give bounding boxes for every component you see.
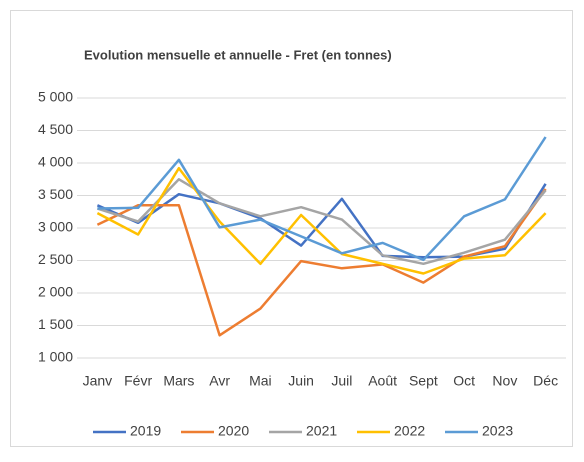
legend-label: 2022 (394, 423, 425, 439)
x-tick-label: Mars (163, 373, 194, 389)
y-tick-label: 4 500 (38, 121, 73, 137)
x-tick-label: Janv (83, 373, 113, 389)
chart-title: Evolution mensuelle et annuelle - Fret (… (84, 47, 392, 62)
x-tick-label: Nov (492, 373, 517, 389)
y-tick-label: 3 500 (38, 186, 73, 202)
series-line (97, 178, 547, 266)
legend-label: 2023 (482, 423, 513, 439)
x-tick-label: Mai (249, 373, 272, 389)
y-tick-label: 2 500 (38, 251, 73, 267)
legend-label: 2020 (218, 423, 249, 439)
y-tick-label: 5 000 (38, 89, 73, 105)
series-line (96, 188, 547, 337)
legend-label: 2021 (306, 423, 337, 439)
x-tick-label: Févr (124, 373, 152, 389)
y-tick-label: 1 000 (38, 349, 73, 365)
x-tick-label: Oct (453, 373, 475, 389)
x-tick-label: Août (368, 373, 397, 389)
series-line (97, 136, 547, 262)
series-line (96, 166, 547, 275)
x-tick-label: Juil (331, 373, 352, 389)
legend-label: 2019 (130, 423, 161, 439)
y-tick-label: 3 000 (38, 219, 73, 235)
y-tick-label: 2 000 (38, 284, 73, 300)
x-tick-label: Avr (209, 373, 230, 389)
x-tick-label: Sept (409, 373, 438, 389)
y-tick-label: 1 500 (38, 316, 73, 332)
x-tick-label: Déc (533, 373, 558, 389)
y-tick-label: 4 000 (38, 154, 73, 170)
x-tick-label: Juin (288, 373, 314, 389)
